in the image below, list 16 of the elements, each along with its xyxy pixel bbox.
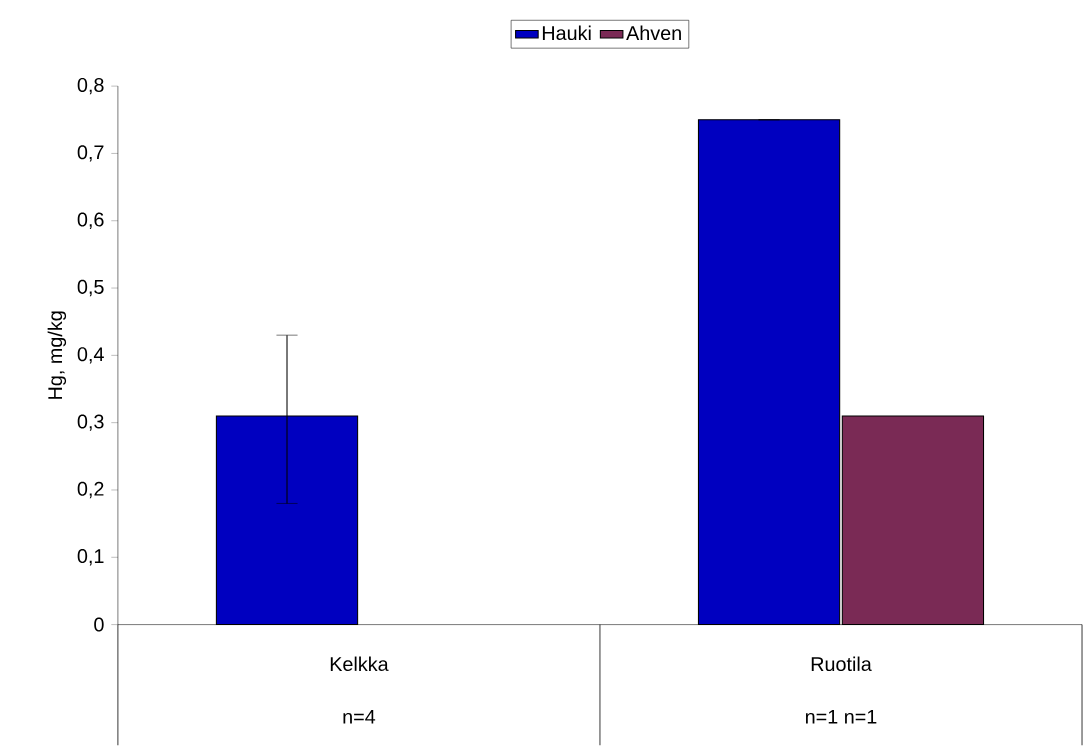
legend-label: Hauki — [542, 25, 591, 41]
y-tick-label: 0,7 — [77, 145, 104, 162]
legend-label: Ahven — [626, 25, 681, 41]
text: n=1 n=1 — [805, 710, 877, 724]
y-tick-label: 0,4 — [77, 347, 104, 364]
y-tick-label: 0,5 — [77, 279, 104, 297]
y-axis-title: Hg, mg/kg — [47, 311, 67, 399]
y-tick-label: 0,8 — [77, 78, 104, 95]
x-tick-label: Kelkka — [330, 656, 389, 672]
y-tick-label: 0,3 — [77, 414, 104, 431]
y-tick-label: 0,2 — [77, 481, 104, 499]
y-tick-label: 0,1 — [77, 549, 104, 566]
y-tick-label: 0 — [94, 617, 104, 632]
y-tick-label: 0,6 — [77, 212, 104, 230]
text: n=4 — [343, 710, 376, 724]
x-tick-label: Ruotila — [811, 656, 872, 672]
